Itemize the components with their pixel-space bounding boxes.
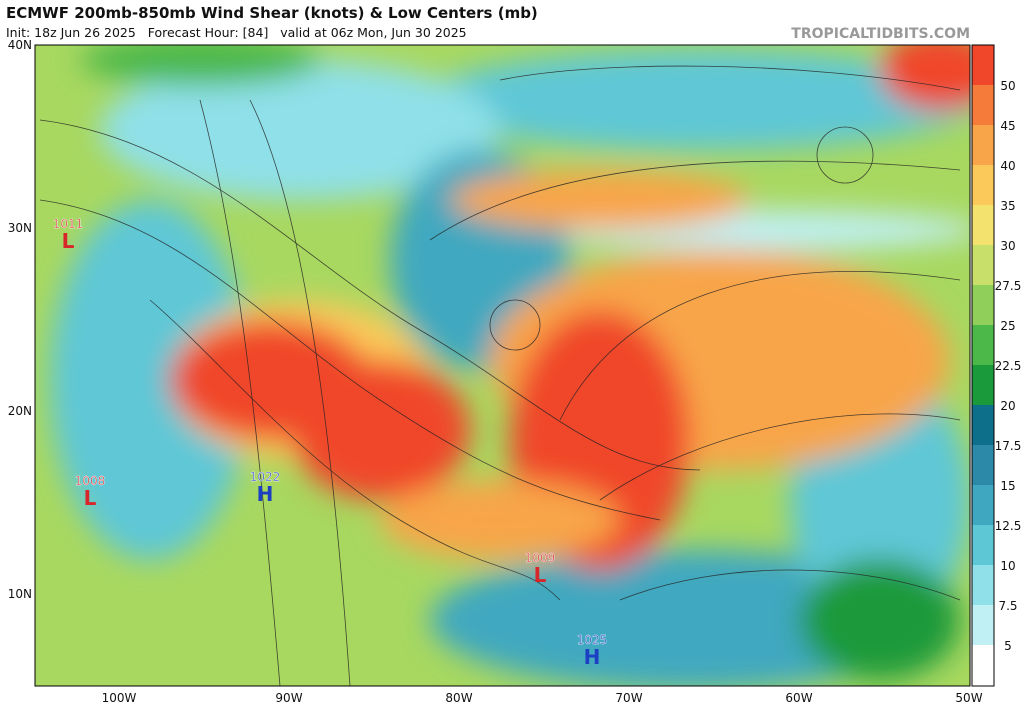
- lon-label: 90W: [275, 691, 302, 705]
- colorbar-frame: [971, 44, 995, 687]
- center-letter: L: [84, 486, 97, 510]
- center-letter: H: [584, 645, 601, 669]
- colorbar-swatch: [972, 325, 994, 365]
- colorbar-swatch: [972, 245, 994, 285]
- colorbar-label: 12.5: [995, 519, 1022, 533]
- shear-field: [35, 45, 970, 686]
- center-letter: H: [257, 482, 274, 506]
- colorbar-swatch: [972, 365, 994, 405]
- center-pressure: 1009: [525, 551, 556, 565]
- colorbar-label: 20: [1000, 399, 1015, 413]
- lon-label: 100W: [102, 691, 137, 705]
- center-letter: L: [534, 563, 547, 587]
- colorbar-swatch: [972, 645, 994, 685]
- colorbar-swatch: [972, 445, 994, 485]
- lon-label: 70W: [615, 691, 642, 705]
- colorbar-label: 45: [1000, 119, 1015, 133]
- colorbar-swatch: [972, 605, 994, 645]
- colorbar-label: 10: [1000, 559, 1015, 573]
- lat-label: 20N: [8, 404, 32, 418]
- center-pressure: 1008: [75, 474, 106, 488]
- colorbar-swatch: [972, 405, 994, 445]
- colorbar-label: 5: [1004, 639, 1012, 653]
- colorbar-label: 40: [1000, 159, 1015, 173]
- colorbar-label: 50: [1000, 79, 1015, 93]
- title: ECMWF 200mb-850mb Wind Shear (knots) & L…: [6, 4, 538, 22]
- colorbar-label: 25: [1000, 319, 1015, 333]
- colorbar-swatch: [972, 525, 994, 565]
- colorbar-label: 27.5: [995, 279, 1022, 293]
- map-frame: [34, 44, 971, 687]
- colorbar-label: 22.5: [995, 359, 1022, 373]
- colorbar-swatch: [972, 205, 994, 245]
- colorbar-swatch: [972, 125, 994, 165]
- lon-label: 60W: [785, 691, 812, 705]
- lat-label: 30N: [8, 221, 32, 235]
- colorbar-label: 7.5: [998, 599, 1017, 613]
- center-pressure: 1011: [53, 217, 84, 231]
- center-letter: L: [62, 229, 75, 253]
- colorbar-swatch: [972, 565, 994, 605]
- colorbar-label: 30: [1000, 239, 1015, 253]
- watermark: TROPICALTIDBITS.COM: [791, 26, 970, 42]
- colorbar-label: 35: [1000, 199, 1015, 213]
- lat-label: 10N: [8, 587, 32, 601]
- center-pressure: 1022: [250, 470, 281, 484]
- colorbar-swatch: [972, 485, 994, 525]
- lat-label: 40N: [8, 38, 32, 52]
- subtitle: Init: 18z Jun 26 2025 Forecast Hour: [84…: [6, 25, 467, 40]
- colorbar-swatch: [972, 85, 994, 125]
- lon-label: 80W: [445, 691, 472, 705]
- center-pressure: 1025: [577, 633, 608, 647]
- colorbar-label: 15: [1000, 479, 1015, 493]
- colorbar-swatch: [972, 165, 994, 205]
- colorbar-label: 17.5: [995, 439, 1022, 453]
- lon-label: 50W: [955, 691, 982, 705]
- colorbar-swatch: [972, 45, 994, 86]
- colorbar-swatch: [972, 285, 994, 325]
